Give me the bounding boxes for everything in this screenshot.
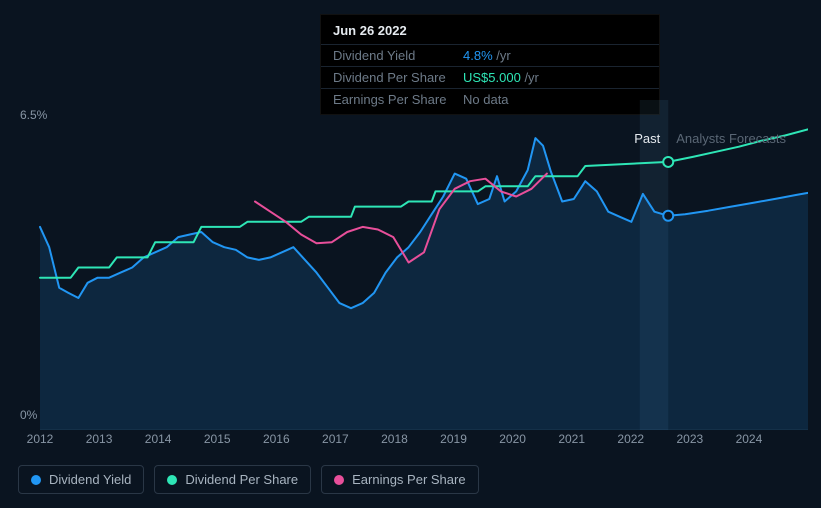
x-axis-tick: 2015 (204, 432, 231, 446)
x-axis-tick: 2021 (558, 432, 585, 446)
tooltip-row: Dividend Per ShareUS$5.000 /yr (321, 67, 659, 89)
legend-item[interactable]: Dividend Yield (18, 465, 144, 494)
legend-label: Dividend Per Share (185, 472, 298, 487)
x-axis-tick: 2017 (322, 432, 349, 446)
x-axis-tick: 2023 (676, 432, 703, 446)
legend-item[interactable]: Earnings Per Share (321, 465, 478, 494)
tooltip-row: Dividend Yield4.8% /yr (321, 45, 659, 67)
legend-label: Dividend Yield (49, 472, 131, 487)
x-axis-tick: 2018 (381, 432, 408, 446)
tooltip-row-value: US$5.000 /yr (463, 70, 539, 85)
line-chart-svg (18, 100, 808, 430)
tooltip-row-label: Dividend Per Share (333, 70, 463, 85)
forecast-label: Analysts Forecasts (676, 131, 786, 146)
x-axis-tick: 2016 (263, 432, 290, 446)
tooltip-row-value: 4.8% /yr (463, 48, 511, 63)
x-axis-tick: 2022 (617, 432, 644, 446)
x-axis-tick: 2019 (440, 432, 467, 446)
tooltip-date: Jun 26 2022 (321, 19, 659, 45)
legend-label: Earnings Per Share (352, 472, 465, 487)
chart-area[interactable] (18, 100, 808, 430)
chart-legend: Dividend Yield Dividend Per Share Earnings… (18, 465, 479, 494)
x-axis-tick: 2024 (736, 432, 763, 446)
legend-dot-icon (167, 475, 177, 485)
legend-item[interactable]: Dividend Per Share (154, 465, 311, 494)
past-label: Past (634, 131, 660, 146)
x-axis-tick: 2012 (27, 432, 54, 446)
tooltip-row-label: Dividend Yield (333, 48, 463, 63)
x-axis: 2012201320142015201620172018201920202021… (40, 432, 808, 452)
legend-dot-icon (31, 475, 41, 485)
legend-dot-icon (334, 475, 344, 485)
x-axis-tick: 2020 (499, 432, 526, 446)
x-axis-tick: 2014 (145, 432, 172, 446)
x-axis-tick: 2013 (86, 432, 113, 446)
